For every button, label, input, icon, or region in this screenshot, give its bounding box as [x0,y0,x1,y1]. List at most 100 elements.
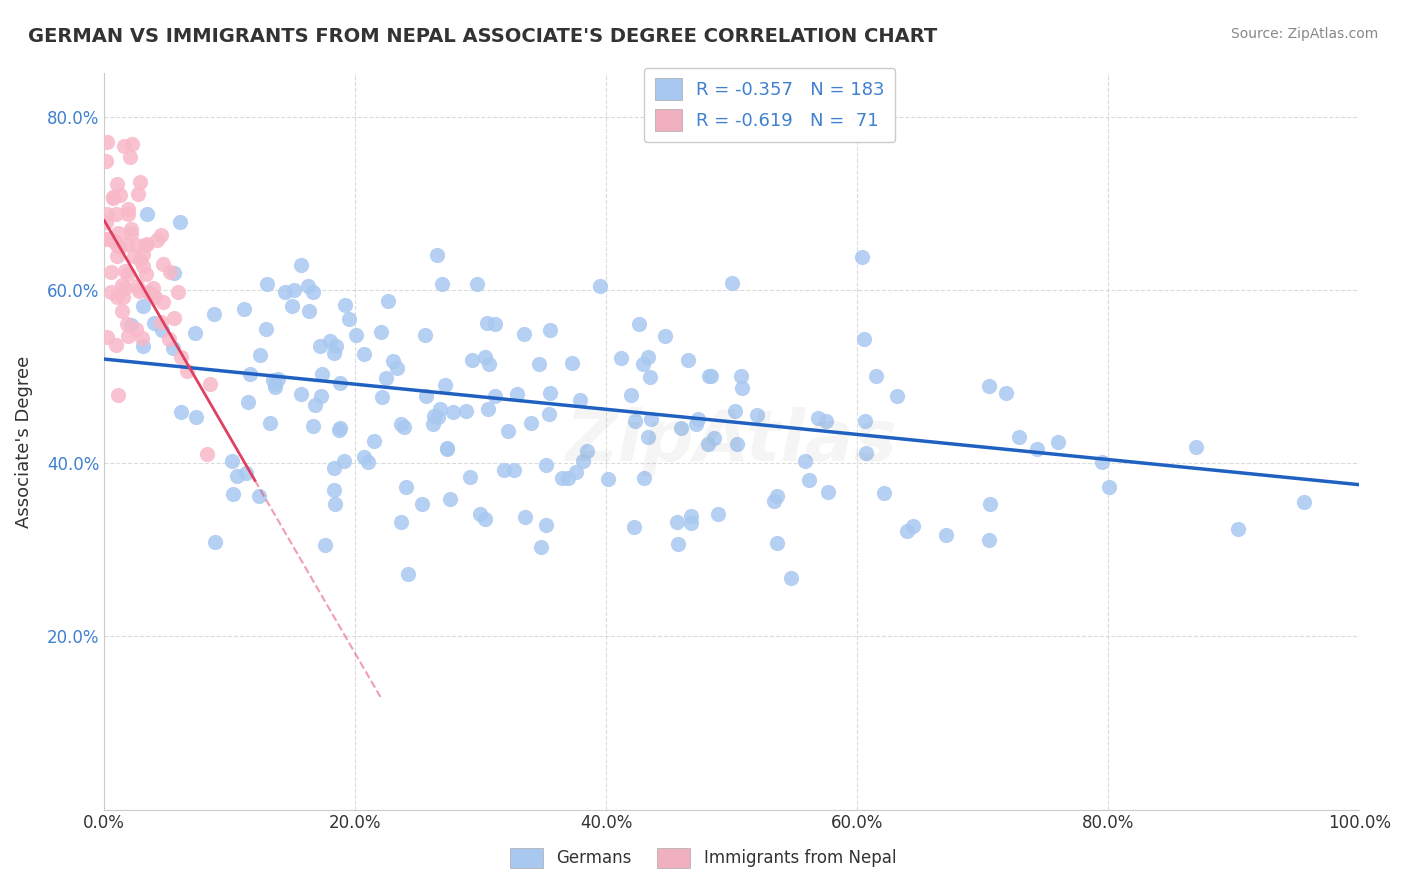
Point [363,434,385,449]
Point [979,379,1001,393]
Point [247,489,270,503]
Point [439,492,461,507]
Point [101,190,124,204]
Point [529,358,551,372]
Point [129,253,152,268]
Point [633,357,655,371]
Point [377,294,399,309]
Point [1185,440,1208,454]
Point [530,540,553,554]
Point [117,207,139,221]
Point [389,516,412,530]
Point [513,509,536,524]
Point [436,442,458,457]
Point [283,283,305,297]
Point [170,405,193,419]
Point [110,187,132,202]
Point [100,285,122,299]
Point [335,298,357,312]
Point [131,246,153,260]
Point [665,515,688,529]
Point [239,367,262,381]
Point [436,441,458,455]
Point [152,257,174,271]
Point [104,207,127,221]
Point [314,538,336,552]
Point [723,404,745,418]
Point [484,389,506,403]
Point [799,473,821,487]
Text: ZipAtlas: ZipAtlas [567,407,898,476]
Point [676,352,699,367]
Point [506,386,529,401]
Point [817,485,839,500]
Point [105,290,128,304]
Point [328,423,350,437]
Point [1098,480,1121,494]
Point [873,485,896,500]
Point [371,390,394,404]
Point [610,351,633,366]
Point [323,461,346,475]
Point [200,376,222,391]
Point [896,524,918,538]
Point [103,234,125,248]
Point [256,277,278,292]
Point [697,437,720,451]
Point [94,153,117,168]
Point [633,471,655,485]
Point [901,519,924,533]
Point [195,447,218,461]
Point [319,334,342,349]
Point [536,517,558,532]
Point [572,453,595,467]
Point [150,315,173,329]
Point [142,317,165,331]
Point [298,304,321,318]
Point [169,215,191,229]
Point [150,227,173,242]
Point [111,277,134,292]
Point [780,571,803,585]
Point [637,350,659,364]
Point [96,214,118,228]
Point [176,363,198,377]
Point [249,348,271,362]
Point [706,507,728,521]
Point [391,417,413,432]
Point [669,421,692,435]
Point [441,404,464,418]
Point [259,416,281,430]
Point [654,329,676,343]
Point [503,463,526,477]
Point [637,430,659,444]
Point [202,307,225,321]
Point [357,455,380,469]
Point [135,267,157,281]
Point [731,380,754,394]
Point [685,417,707,432]
Point [325,339,347,353]
Point [381,354,404,368]
Point [302,285,325,299]
Point [322,483,344,497]
Point [681,516,703,530]
Point [302,418,325,433]
Point [136,237,159,252]
Point [308,339,330,353]
Point [853,415,876,429]
Point [100,265,122,279]
Text: Source: ZipAtlas.com: Source: ZipAtlas.com [1230,27,1378,41]
Point [1226,522,1249,536]
Point [146,233,169,247]
Point [686,412,709,426]
Point [131,299,153,313]
Point [494,462,516,476]
Point [557,471,579,485]
Point [468,507,491,521]
Point [387,361,409,376]
Point [221,487,243,501]
Point [264,379,287,393]
Point [422,417,444,432]
Point [322,346,344,360]
